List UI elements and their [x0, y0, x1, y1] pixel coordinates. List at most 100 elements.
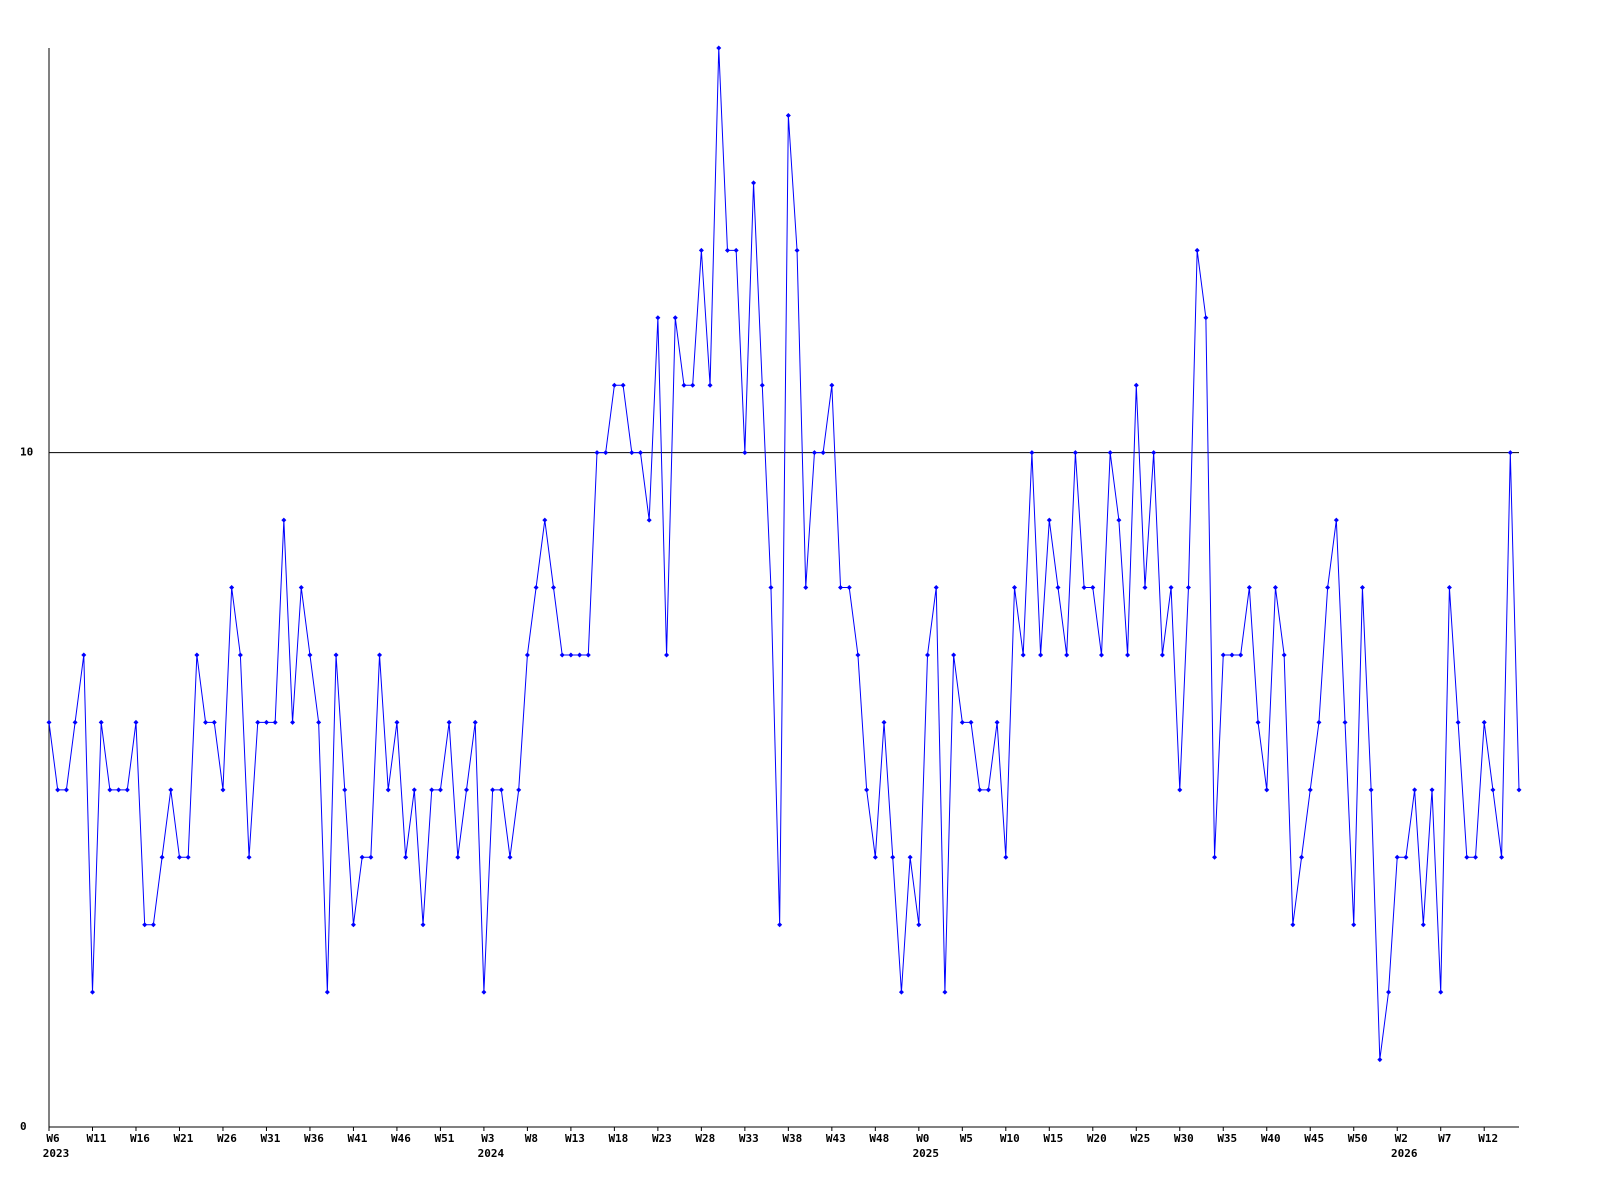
data-point	[646, 517, 652, 523]
x-tick-label: W6	[46, 1132, 60, 1145]
data-point	[368, 854, 374, 860]
data-point	[681, 382, 687, 388]
data-point	[1020, 652, 1026, 658]
data-point	[1464, 854, 1470, 860]
data-point	[333, 652, 339, 658]
data-point	[185, 854, 191, 860]
x-tick-label: W26	[217, 1132, 237, 1145]
data-point	[1194, 247, 1200, 253]
data-point	[1351, 922, 1357, 928]
data-point	[1003, 854, 1009, 860]
data-point	[1290, 922, 1296, 928]
data-point	[1316, 719, 1322, 725]
data-point	[1012, 585, 1018, 590]
data-point	[1342, 719, 1348, 725]
x-tick-label: W23	[652, 1132, 672, 1145]
data-point	[263, 719, 269, 725]
data-point	[1429, 787, 1435, 793]
x-tick-label: W25	[1130, 1132, 1150, 1145]
data-point	[507, 854, 513, 860]
data-point	[1125, 652, 1131, 658]
data-point	[811, 450, 817, 456]
data-point	[968, 719, 974, 725]
data-point	[1229, 652, 1235, 658]
data-point	[1116, 517, 1122, 523]
data-point	[1264, 787, 1270, 793]
x-tick-label: W20	[1087, 1132, 1107, 1145]
data-point	[907, 854, 913, 860]
x-tick-label: W15	[1043, 1132, 1063, 1145]
data-point	[455, 854, 461, 860]
x-tick-label: W40	[1261, 1132, 1281, 1145]
data-point	[350, 922, 356, 928]
x-year-label: 2023	[43, 1147, 70, 1160]
data-point	[1516, 787, 1522, 793]
x-tick-label: W38	[782, 1132, 802, 1145]
data-point	[1038, 652, 1044, 658]
data-point	[1090, 585, 1096, 590]
data-point	[1299, 854, 1305, 860]
data-point	[1368, 787, 1374, 793]
data-point	[577, 652, 583, 658]
data-point	[394, 719, 400, 725]
data-point	[629, 450, 635, 456]
data-point	[403, 854, 409, 860]
data-point	[490, 787, 496, 793]
data-point	[272, 719, 278, 725]
data-point	[176, 854, 182, 860]
data-point	[1246, 585, 1252, 590]
data-point	[1420, 922, 1426, 928]
x-tick-label: W35	[1217, 1132, 1237, 1145]
data-point	[385, 787, 391, 793]
data-point	[1055, 585, 1061, 590]
data-point	[46, 719, 52, 725]
data-point	[1029, 450, 1035, 456]
x-year-label: 2025	[913, 1147, 940, 1160]
data-point	[542, 517, 548, 523]
data-point	[872, 854, 878, 860]
data-point	[1481, 719, 1487, 725]
data-point	[246, 854, 252, 860]
data-point	[1307, 787, 1313, 793]
data-point	[664, 652, 670, 658]
x-tick-label: W10	[1000, 1132, 1020, 1145]
data-point	[916, 922, 922, 928]
data-point	[324, 989, 330, 995]
data-point	[516, 787, 522, 793]
data-point	[464, 787, 470, 793]
data-point	[733, 247, 739, 253]
data-point	[716, 45, 722, 51]
data-point	[359, 854, 365, 860]
data-point	[777, 922, 783, 928]
x-tick-label: W7	[1438, 1132, 1451, 1145]
data-point	[898, 989, 904, 995]
x-tick-label: W21	[174, 1132, 194, 1145]
data-point	[550, 585, 556, 590]
x-tick-label: W0	[916, 1132, 929, 1145]
x-tick-label: W11	[87, 1132, 107, 1145]
data-point	[481, 989, 487, 995]
data-point	[1438, 989, 1444, 995]
series-line	[48, 47, 1520, 1060]
data-point	[446, 719, 452, 725]
data-point	[1359, 585, 1365, 590]
x-tick-label: W12	[1478, 1132, 1498, 1145]
data-point	[472, 719, 478, 725]
data-point	[1507, 450, 1513, 456]
data-point	[159, 854, 165, 860]
data-point	[290, 719, 296, 725]
data-point	[98, 719, 104, 725]
data-point	[1446, 585, 1452, 590]
data-point	[951, 652, 957, 658]
data-point	[785, 112, 791, 118]
data-point	[672, 315, 678, 321]
data-point	[864, 787, 870, 793]
data-point	[603, 450, 609, 456]
x-tick-label: W45	[1304, 1132, 1324, 1145]
data-point	[55, 787, 61, 793]
data-point	[1412, 787, 1418, 793]
data-point	[1046, 517, 1052, 523]
data-point	[1325, 585, 1331, 590]
